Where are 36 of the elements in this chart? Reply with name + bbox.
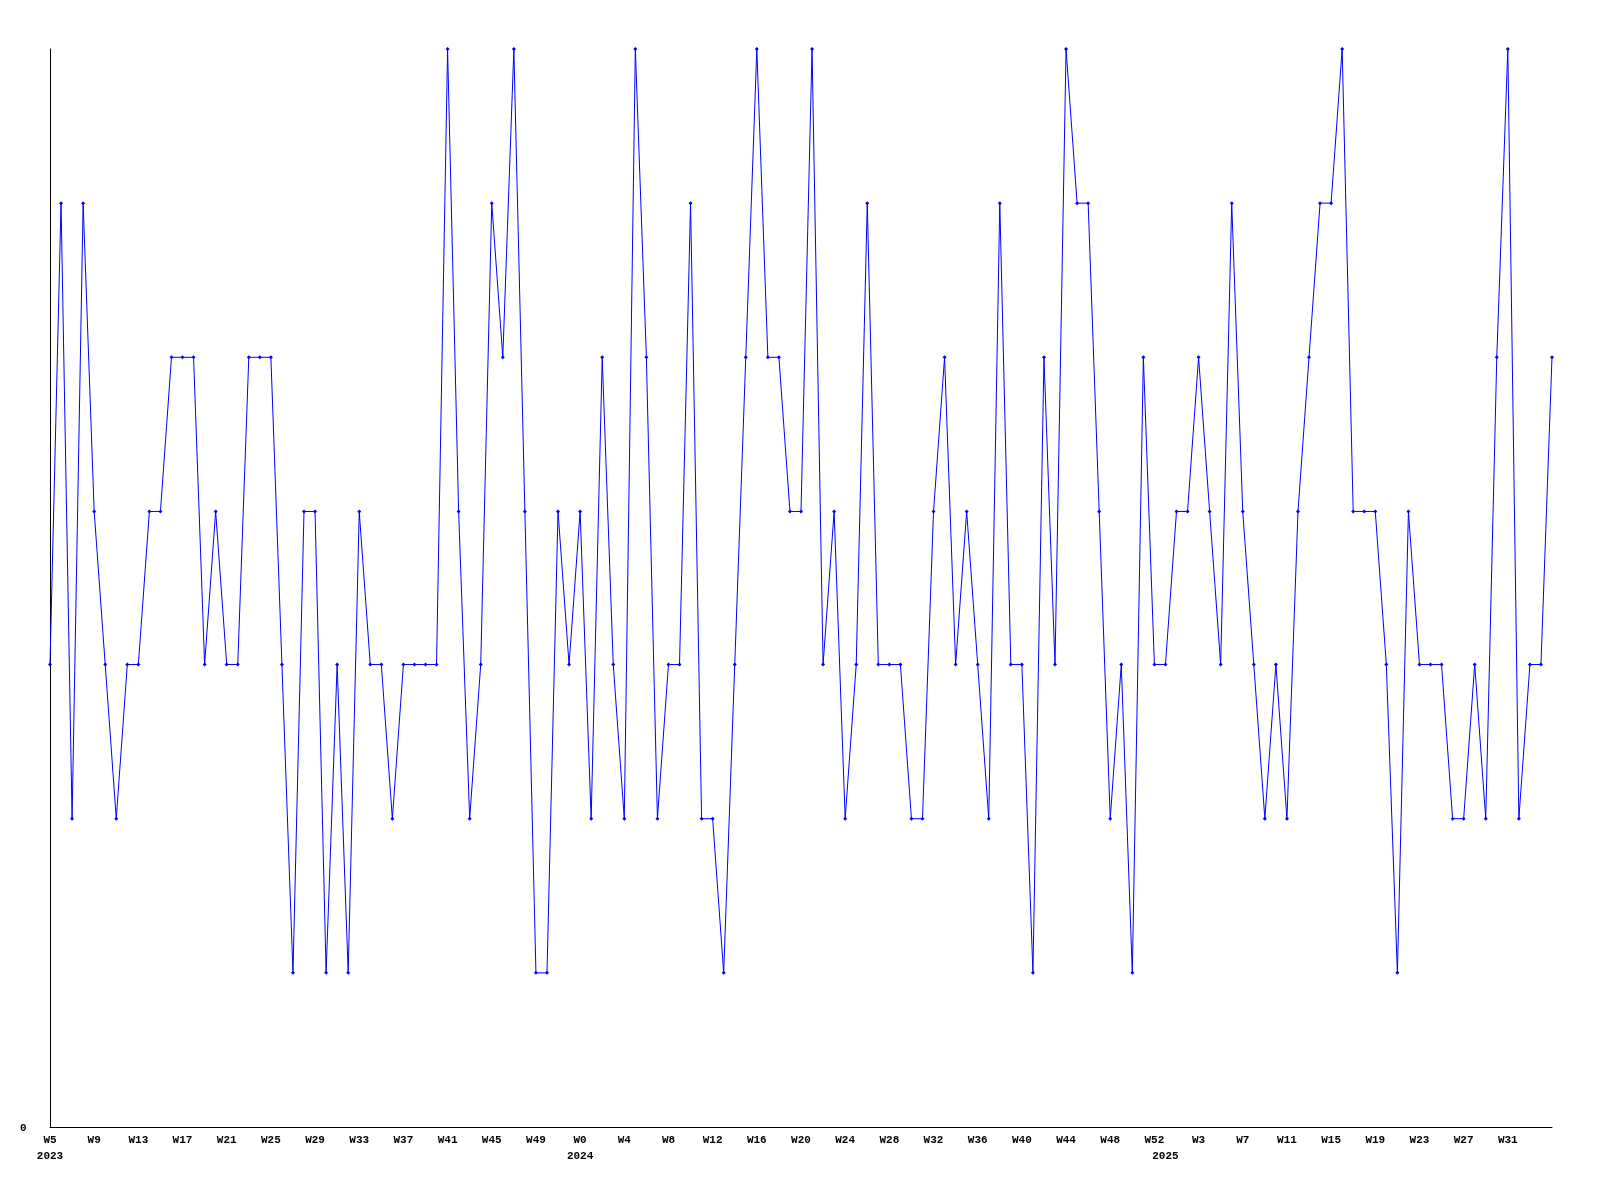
x-tick-label: W0 2024	[566, 1134, 594, 1162]
x-tick-label: W49	[526, 1134, 546, 1146]
x-tick-label: W5 2023	[36, 1134, 64, 1162]
x-tick-label: W7	[1236, 1134, 1250, 1146]
x-tick-label: W27	[1453, 1134, 1474, 1146]
x-tick-label: W3	[1191, 1134, 1206, 1146]
x-tick-label: W32	[923, 1134, 944, 1146]
x-tick-label: W8	[661, 1134, 676, 1146]
x-tick-label: W45	[481, 1134, 503, 1146]
x-tick-label: W11	[1277, 1134, 1298, 1146]
x-tick-label: W48	[1100, 1134, 1121, 1146]
x-tick-label: W9	[87, 1134, 101, 1146]
x-tick-label: W52	[1144, 1134, 1165, 1146]
x-tick-label: W19	[1365, 1134, 1386, 1146]
x-tick-label: W16	[746, 1134, 767, 1146]
x-tick-label: W4	[617, 1134, 632, 1146]
x-tick-label: W40	[1011, 1134, 1032, 1146]
x-tick-label: W17	[172, 1134, 193, 1146]
x-tick-label: W21	[216, 1134, 237, 1146]
x-tick-label: W13	[128, 1134, 149, 1146]
x-tick-label: W41	[437, 1134, 458, 1146]
x-tick-label: W15	[1321, 1134, 1342, 1146]
x-tick-label: W37	[393, 1134, 414, 1146]
x-tick-label: 2025	[1152, 1150, 1180, 1162]
x-tick-label: W44	[1056, 1134, 1077, 1146]
x-tick-label: W23	[1409, 1134, 1430, 1146]
x-tick-label: W36	[967, 1134, 988, 1146]
x-tick-label: W28	[879, 1134, 900, 1146]
text: 0	[20, 1121, 27, 1134]
x-tick-label: W25	[260, 1134, 282, 1146]
x-tick-label: W31	[1497, 1134, 1519, 1146]
x-tick-label: W12	[702, 1134, 723, 1146]
x-tick-label: W33	[349, 1134, 370, 1146]
x-tick-label: W24	[835, 1134, 856, 1146]
x-tick-label: W20	[791, 1134, 811, 1146]
x-tick-label: W29	[305, 1134, 325, 1146]
